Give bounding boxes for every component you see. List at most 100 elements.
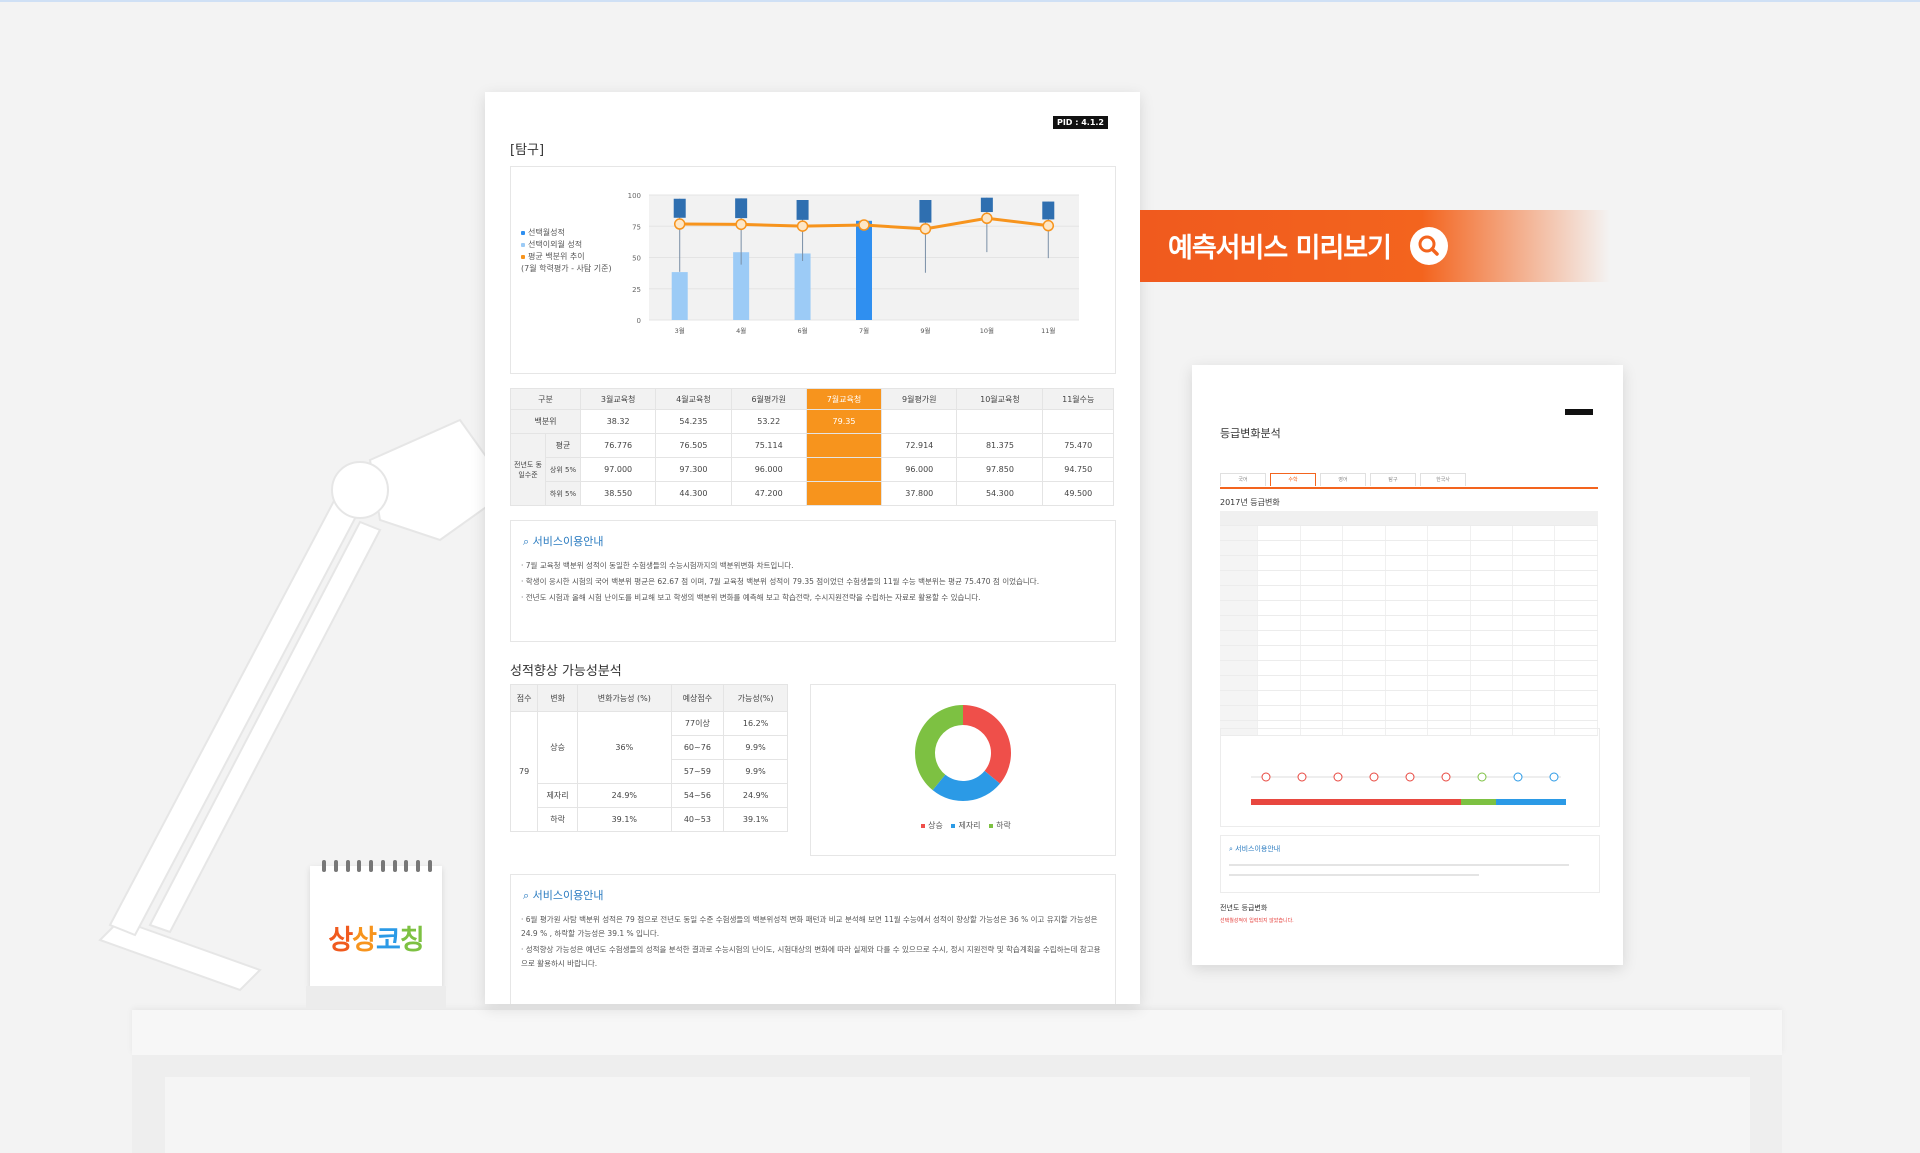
notice-title: ⌕ 서비스이용안내	[523, 535, 604, 548]
cell	[881, 409, 958, 434]
tab-korean[interactable]: 국어	[1220, 473, 1266, 486]
tab-english[interactable]: 영어	[1320, 473, 1366, 486]
cell	[1555, 586, 1598, 600]
cell	[1428, 556, 1471, 570]
tab-history[interactable]: 한국사	[1420, 473, 1466, 486]
cell	[1513, 616, 1556, 630]
calendar-base	[306, 986, 446, 1008]
tab-exploration[interactable]: 탐구	[1370, 473, 1416, 486]
table-header-row: 구분 3월교육청 4월교육청 6월평가원 7월교육청 9월평가원 10월교육청 …	[510, 388, 1114, 410]
table-header-row: 점수 변화 변화가능성 (%) 예상점수 가능성(%)	[509, 684, 788, 712]
cell	[1513, 601, 1556, 615]
cell: 37.800	[881, 481, 958, 506]
table-row	[1220, 691, 1598, 706]
search-button[interactable]	[1410, 227, 1448, 265]
col-header: 구분	[510, 388, 581, 410]
cell	[1343, 661, 1386, 675]
x-tick-label: 3월	[675, 326, 685, 335]
donut-slice-하락	[915, 705, 963, 791]
service-notice-1: ⌕ 서비스이용안내 · 7월 교육청 백분위 성적이 동일한 수험생들의 수능시…	[510, 520, 1116, 642]
cell: 24.9%	[577, 783, 672, 808]
cell	[1471, 616, 1514, 630]
cell	[1555, 511, 1598, 525]
cell	[1428, 541, 1471, 555]
y-tick-label: 25	[632, 286, 641, 294]
cell: 44.300	[655, 481, 732, 506]
cell	[1513, 526, 1556, 540]
cell	[1258, 631, 1301, 645]
cell	[1470, 511, 1514, 525]
table-row	[1220, 556, 1598, 571]
cell	[1220, 676, 1259, 690]
range-box	[673, 198, 686, 218]
cell: 76.505	[655, 433, 732, 458]
cell: 97.850	[956, 457, 1044, 482]
cell: 81.375	[956, 433, 1044, 458]
cell	[1301, 601, 1344, 615]
percentile-table: 구분 3월교육청 4월교육청 6월평가원 7월교육청 9월평가원 10월교육청 …	[510, 388, 1114, 506]
cell	[1220, 661, 1259, 675]
cell: 38.32	[579, 409, 657, 434]
cell	[1471, 541, 1514, 555]
service-notice-2: ⌕ 서비스이용안내 · 6월 평가원 사탐 백분위 성적은 79 점으로 전년도…	[510, 874, 1116, 1004]
table-row: 제자리 24.9% 54~56 24.9%	[511, 783, 788, 808]
pid-badge	[1565, 409, 1593, 415]
table-row	[1220, 526, 1598, 541]
cell	[1258, 556, 1301, 570]
report-page-grade-change: 등급변화분석 국어 수학 영어 탐구 한국사 2017년 등급변화 ⌕ 서비스이…	[1192, 365, 1623, 965]
percentile-chart: 선택월성적 선택이외월 성적 평균 백분위 추이 (7월 학력평가 - 사탐 기…	[510, 166, 1116, 374]
banner-label: 예측서비스 미리보기	[1168, 233, 1392, 264]
table-row: 60~76 9.9%	[511, 735, 788, 760]
cell	[1343, 526, 1386, 540]
col-header: 점수	[509, 684, 539, 712]
chart-legend: 선택월성적 선택이외월 성적 평균 백분위 추이 (7월 학력평가 - 사탐 기…	[521, 227, 612, 275]
cell	[1513, 586, 1556, 600]
cell	[956, 409, 1044, 434]
y-tick-label: 50	[632, 255, 641, 263]
cell	[1386, 586, 1429, 600]
cell	[1301, 676, 1344, 690]
cell	[1258, 511, 1301, 525]
cell	[1258, 706, 1301, 720]
y-tick-label: 75	[632, 223, 641, 231]
cell	[1428, 511, 1471, 525]
cell	[1301, 646, 1344, 660]
cell	[1343, 586, 1386, 600]
table-row	[1220, 631, 1598, 646]
pid-badge: PID : 4.1.2	[1052, 116, 1108, 129]
cell	[1555, 541, 1598, 555]
cell	[1258, 661, 1301, 675]
bar-other	[733, 252, 750, 320]
cell	[1220, 601, 1259, 615]
col-header: 9월평가원	[881, 388, 958, 410]
cell	[1386, 646, 1429, 660]
cell	[1386, 556, 1429, 570]
col-header-selected: 7월교육청	[805, 388, 883, 410]
table-row: 전년도 동일수준 평균 76.776 76.505 75.114 72.914 …	[510, 433, 1114, 506]
preview-banner[interactable]: 예측서비스 미리보기	[1140, 210, 1610, 282]
table-row: 백분위 38.32 54.235 53.22 79.35	[510, 409, 1114, 434]
donut-svg	[915, 705, 1011, 801]
cell	[1555, 691, 1598, 705]
report-page-exploration: PID : 4.1.2 [탐구] 선택월성적 선택이외월 성적 평균 백분위 추…	[485, 92, 1140, 1004]
cell	[1301, 661, 1344, 675]
grade-dot	[1369, 772, 1379, 782]
cell: 97.300	[655, 457, 732, 482]
cell: 96.000	[881, 457, 958, 482]
brand-logo: 상상코칭	[328, 925, 424, 956]
cell	[1301, 541, 1344, 555]
col-header: 6월평가원	[730, 388, 807, 410]
x-tick-label: 4월	[736, 326, 746, 335]
col-header: 가능성(%)	[723, 684, 788, 712]
cell	[1301, 706, 1344, 720]
col-header: 11월수능	[1042, 388, 1114, 410]
cell	[1513, 706, 1556, 720]
tab-math[interactable]: 수학	[1270, 473, 1316, 486]
range-box	[919, 200, 932, 223]
col-header: 예상점수	[670, 684, 725, 712]
notice-item: · 성적향상 가능성은 예년도 수험생들의 성적을 분석한 결과로 수능시험의 …	[521, 945, 1101, 968]
cell	[1220, 571, 1259, 585]
cell	[1258, 526, 1301, 540]
donut-slice-제자리	[932, 770, 1000, 801]
cell	[1555, 676, 1598, 690]
